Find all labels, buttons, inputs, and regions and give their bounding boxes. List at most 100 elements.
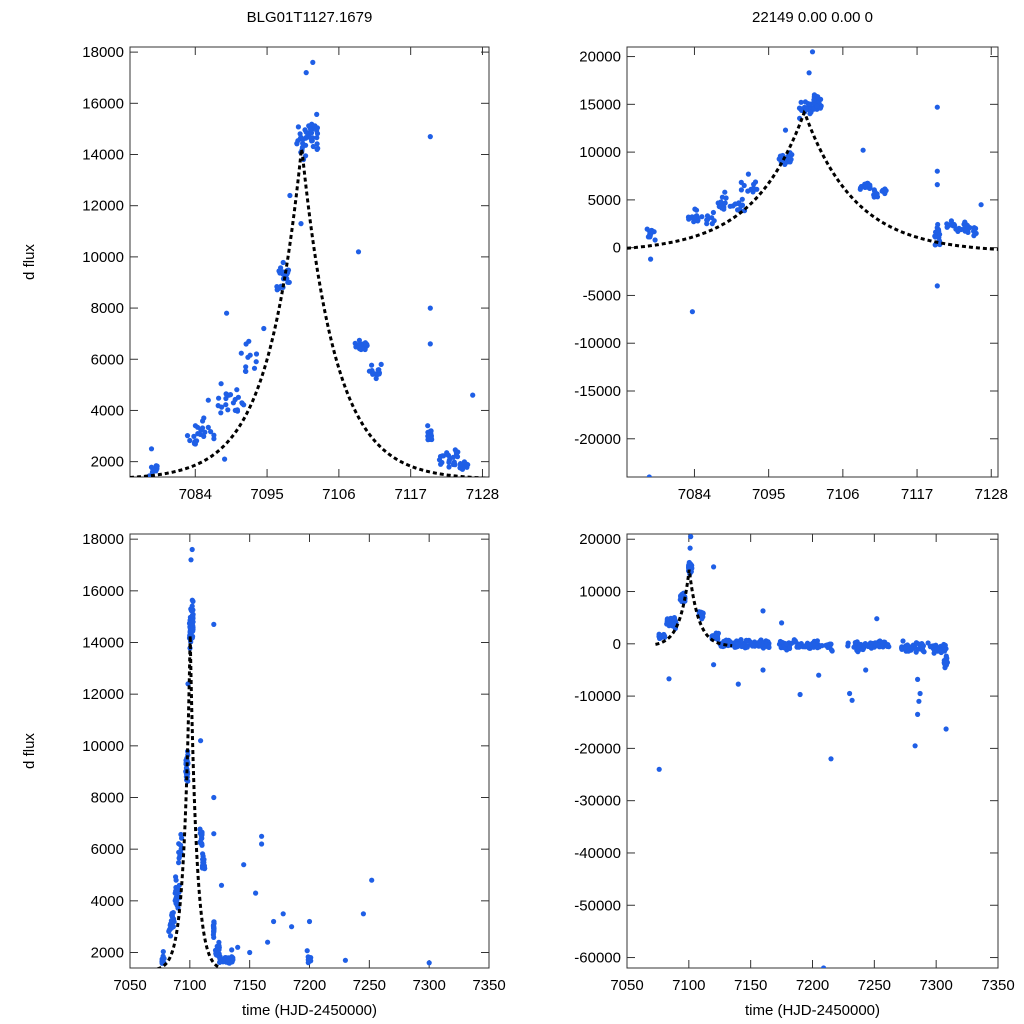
x-tick-label: 7050	[113, 977, 146, 994]
data-point	[356, 342, 362, 348]
data-point	[745, 171, 752, 177]
model-curve	[655, 569, 733, 648]
data-point	[874, 616, 880, 622]
data-point	[916, 698, 922, 704]
data-point	[811, 641, 817, 647]
data-point	[241, 862, 247, 868]
y-tick-label: 8000	[91, 790, 124, 807]
data-point	[229, 947, 235, 953]
data-point	[253, 359, 259, 365]
data-point	[199, 832, 205, 838]
data-point	[280, 259, 286, 266]
data-point	[798, 99, 804, 105]
data-point	[884, 642, 890, 648]
data-point	[200, 856, 206, 863]
plot-area	[157, 546, 432, 968]
data-point	[227, 392, 234, 398]
data-point	[806, 70, 812, 76]
data-point	[664, 616, 671, 622]
data-point	[917, 690, 923, 697]
data-point	[934, 168, 940, 174]
data-point	[704, 217, 710, 223]
data-point	[453, 450, 459, 456]
data-point	[148, 446, 155, 452]
y-tick-label: 10000	[82, 249, 124, 266]
data-point	[178, 831, 184, 838]
data-point	[176, 855, 182, 861]
data-point	[235, 394, 241, 400]
data-point	[438, 461, 444, 467]
y-tick-label: -30000	[574, 793, 621, 810]
data-point	[937, 231, 943, 237]
x-tick-label: 7128	[975, 486, 1008, 503]
data-point	[814, 103, 820, 109]
y-tick-label: 2000	[91, 454, 124, 471]
data-point	[704, 213, 711, 219]
data-point	[450, 454, 456, 460]
y-axis-label: d flux	[21, 244, 38, 280]
data-point	[253, 351, 260, 357]
data-point	[287, 192, 293, 199]
data-point	[965, 229, 971, 235]
x-tick-label: 7300	[412, 977, 445, 994]
data-point	[798, 106, 804, 112]
data-point	[754, 186, 760, 192]
data-point	[803, 106, 810, 112]
data-point	[925, 640, 931, 646]
data-point	[802, 643, 808, 650]
data-point	[360, 911, 366, 917]
data-point	[921, 649, 927, 655]
plot-area	[130, 59, 489, 477]
data-point	[425, 423, 431, 429]
data-point	[797, 691, 803, 698]
data-point	[783, 641, 789, 647]
data-point	[243, 364, 249, 370]
y-tick-label: 10000	[579, 584, 621, 601]
data-point	[161, 955, 167, 962]
y-tick-label: -60000	[574, 950, 621, 967]
data-point	[261, 325, 267, 332]
x-axis-label: time (HJD-2450000)	[745, 1002, 880, 1019]
data-point	[791, 637, 797, 643]
data-point	[934, 104, 940, 110]
data-point	[809, 49, 816, 55]
model-curve	[130, 148, 489, 477]
data-point	[699, 616, 705, 622]
data-point	[223, 402, 229, 408]
plot-area	[627, 49, 998, 477]
data-point	[437, 453, 444, 460]
data-point	[874, 191, 880, 198]
data-point	[816, 672, 822, 678]
data-point	[852, 640, 858, 646]
data-point	[235, 944, 241, 950]
y-tick-label: 18000	[82, 531, 124, 548]
data-point	[200, 418, 206, 424]
y-tick-label: 14000	[82, 635, 124, 652]
data-point	[198, 738, 204, 744]
data-point	[185, 681, 191, 687]
data-point	[867, 644, 873, 650]
x-tick-label: 7200	[293, 977, 326, 994]
model-curve	[627, 109, 998, 251]
data-point	[807, 642, 813, 648]
data-point	[190, 607, 196, 613]
x-tick-label: 7084	[179, 486, 212, 503]
data-point	[230, 957, 236, 963]
data-point	[845, 640, 851, 646]
data-point	[693, 213, 699, 220]
data-point	[828, 756, 834, 762]
data-point	[202, 429, 208, 435]
data-point	[310, 59, 316, 65]
data-point	[208, 429, 214, 435]
data-point	[211, 621, 217, 628]
x-tick-label: 7106	[322, 486, 355, 503]
data-point	[210, 932, 216, 938]
data-point	[709, 633, 715, 639]
data-point	[427, 341, 433, 347]
data-point	[195, 431, 201, 437]
y-tick-label: -20000	[574, 740, 621, 757]
data-point	[704, 221, 710, 227]
data-point	[234, 387, 240, 393]
y-tick-label: 12000	[82, 686, 124, 703]
panel-top-left: 2000 4000 6000 8000 10000 12000 14000 16000 1800…	[21, 9, 499, 503]
